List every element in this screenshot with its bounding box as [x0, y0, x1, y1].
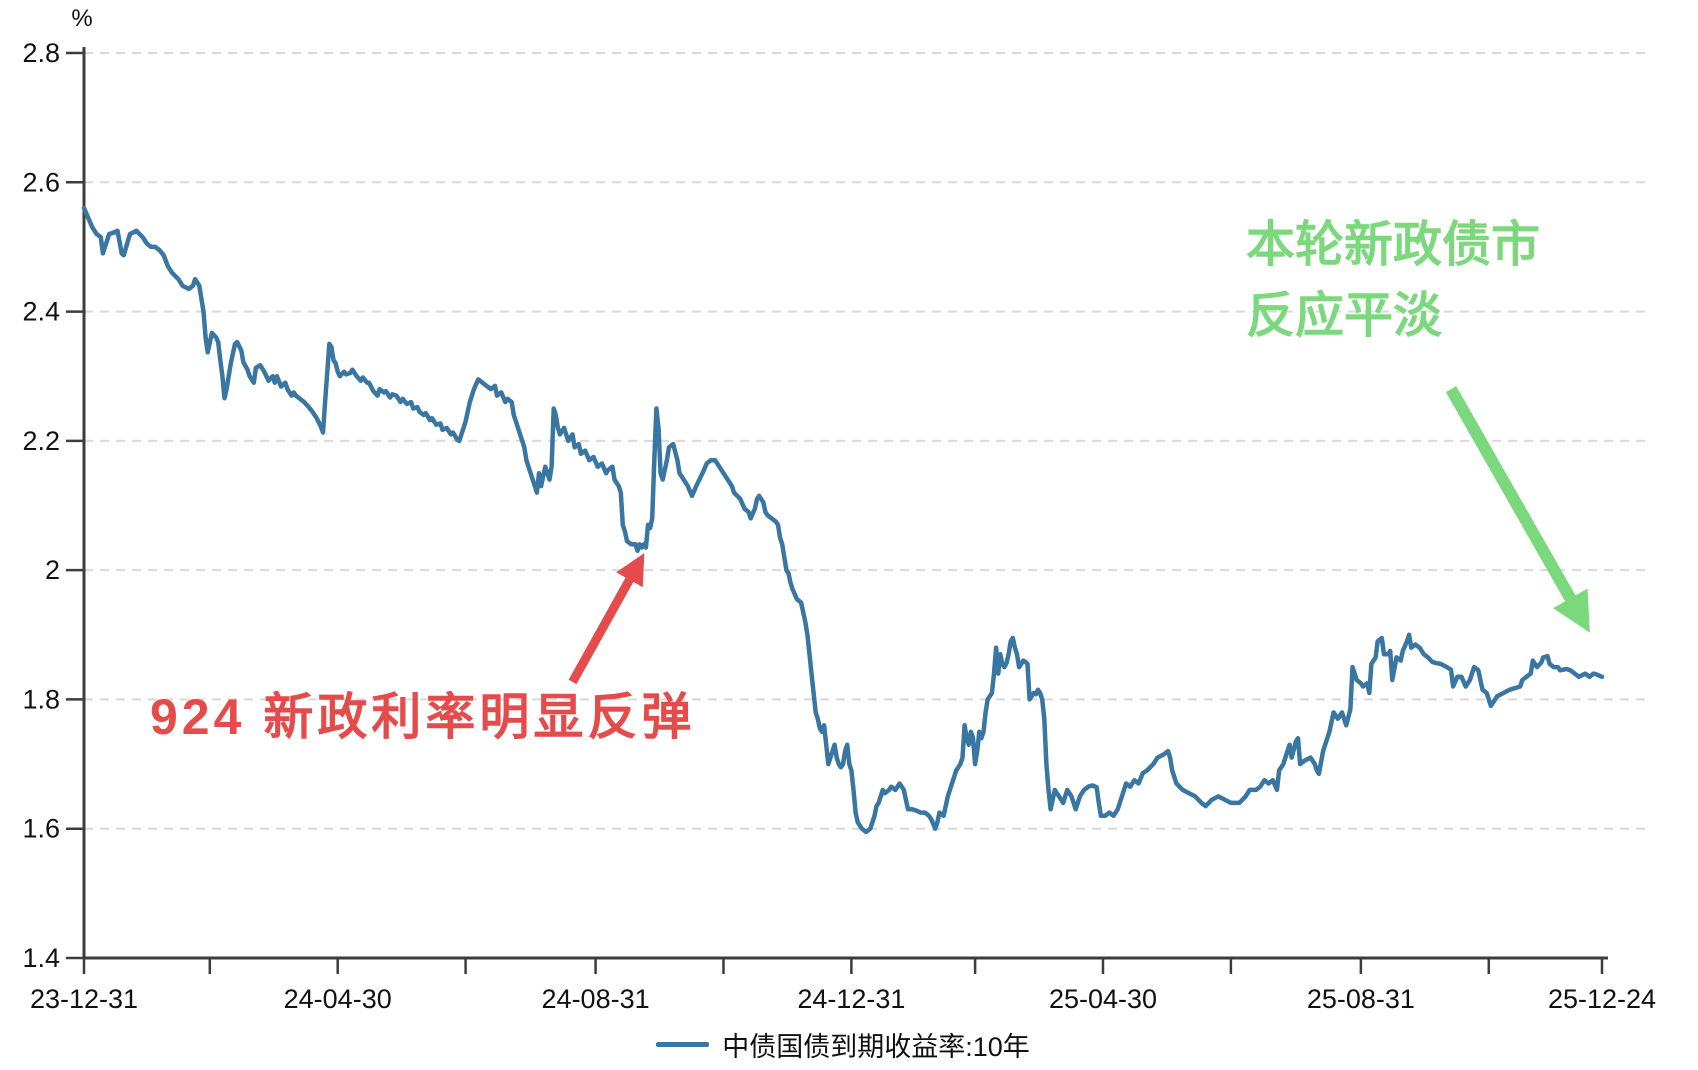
- legend: 中债国债到期收益率:10年: [84, 1026, 1602, 1062]
- y-tick-label-2.2: 2.2: [22, 426, 60, 456]
- x-tick-label-24-04-30: 24-04-30: [284, 984, 392, 1014]
- annotation-924-policy: 924 新政利率明显反弹: [150, 689, 696, 745]
- y-tick-label-2.6: 2.6: [22, 167, 60, 197]
- annotation-new-policy-line-1: 本轮新政债市: [1246, 218, 1541, 272]
- y-tick-label-1.8: 1.8: [22, 684, 60, 714]
- y-axis-tick-labels: 2.8 2.6 2.4 2.2 2 1.8 1.6 1.4: [22, 38, 60, 973]
- y-tick-label-1.4: 1.4: [22, 943, 60, 973]
- legend-line-swatch: [656, 1041, 710, 1047]
- x-tick-label-25-04-30: 25-04-30: [1049, 984, 1157, 1014]
- green-annotation-arrow: [1445, 386, 1590, 633]
- x-tick-label-24-12-31: 24-12-31: [797, 984, 905, 1014]
- y-tick-label-2.8: 2.8: [22, 38, 60, 68]
- x-tick-label-25-08-31: 25-08-31: [1307, 984, 1415, 1014]
- yield-line-series: [81, 205, 1605, 835]
- x-axis-tick-labels: 23-12-31 24-04-30 24-08-31 24-12-31 25-04-30…: [30, 984, 1656, 1014]
- gridlines: [84, 52, 1645, 830]
- red-annotation-arrow: [568, 553, 645, 685]
- x-tick-label-24-08-31: 24-08-31: [542, 984, 650, 1014]
- y-tick-label-1.6: 1.6: [22, 814, 60, 844]
- annotation-new-policy-line-2: 反应平淡: [1246, 289, 1443, 343]
- legend-label: 中债国债到期收益率:10年: [722, 1031, 1030, 1062]
- y-axis-unit-label: %: [71, 5, 92, 32]
- x-tick-label-25-12-24: 25-12-24: [1548, 984, 1656, 1014]
- x-tick-label-23-12-31: 23-12-31: [30, 984, 138, 1014]
- y-tick-label-2.4: 2.4: [22, 297, 60, 327]
- axis-ticks: [66, 51, 1604, 974]
- y-tick-label-2: 2: [45, 555, 60, 585]
- annotation-new-policy-calm: 本轮新政债市 反应平淡: [1246, 210, 1540, 352]
- axes: [82, 47, 1608, 960]
